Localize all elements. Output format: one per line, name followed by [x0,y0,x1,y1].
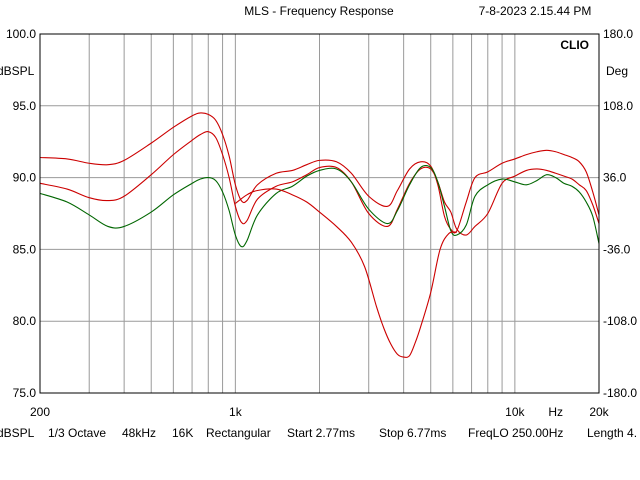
right-tick-label: -180.0 [603,386,637,400]
response-curve-1 [39,112,600,234]
left-axis-label: dBSPL [0,64,35,78]
plot-frame [39,33,600,394]
footer-start: Start 2.77ms [287,426,356,440]
right-tick-label: -108.0 [603,314,637,328]
x-tick-label: 1k [229,405,243,419]
x-tick-label: 20k [589,405,609,419]
clio-brand: CLIO [560,38,589,52]
measurement-info-bar: dBSPL 1/3 Octave 48kHz 16K Rectangular S… [0,426,640,442]
right-tick-label: -36.0 [603,242,631,256]
right-tick-label: 108.0 [603,99,633,113]
left-tick-label: 75.0 [13,386,37,400]
footer-fft-size: 16K [172,426,194,440]
left-tick-label: 100.0 [6,27,36,41]
right-axis-ticks: 180.0 108.0 36.0 -36.0 -108.0 -180.0 [603,27,637,400]
response-curve-4 [235,188,457,358]
footer-sample-rate: 48kHz [122,426,157,440]
left-axis-ticks: 100.0 95.0 90.0 85.0 80.0 75.0 [6,27,36,400]
right-tick-label: 180.0 [603,27,633,41]
left-tick-label: 90.0 [13,171,37,185]
grid [40,34,599,393]
x-tick-label: Hz [548,405,563,419]
footer-unit: dBSPL [0,426,35,440]
left-tick-label: 95.0 [13,99,37,113]
right-tick-label: 36.0 [603,171,627,185]
timestamp: 7-8-2023 2.15.44 PM [479,4,592,18]
chart-title: MLS - Frequency Response [244,4,394,18]
footer-window: Rectangular [206,426,271,440]
x-tick-label: 10k [505,405,525,419]
x-tick-label: 200 [30,405,50,419]
footer-length: Length 4. [587,426,638,440]
footer-smoothing: 1/3 Octave [48,426,107,440]
response-curve-3 [39,165,600,248]
left-tick-label: 85.0 [13,242,37,256]
x-axis-ticks: 200 1k 10k Hz 20k [30,405,610,419]
curves [39,112,600,358]
right-axis-label: Deg [606,64,628,78]
footer-stop: Stop 6.77ms [379,426,447,440]
left-tick-label: 80.0 [13,314,37,328]
footer-freq-lo: FreqLO 250.00Hz [468,426,564,440]
response-curve-2 [39,131,600,236]
